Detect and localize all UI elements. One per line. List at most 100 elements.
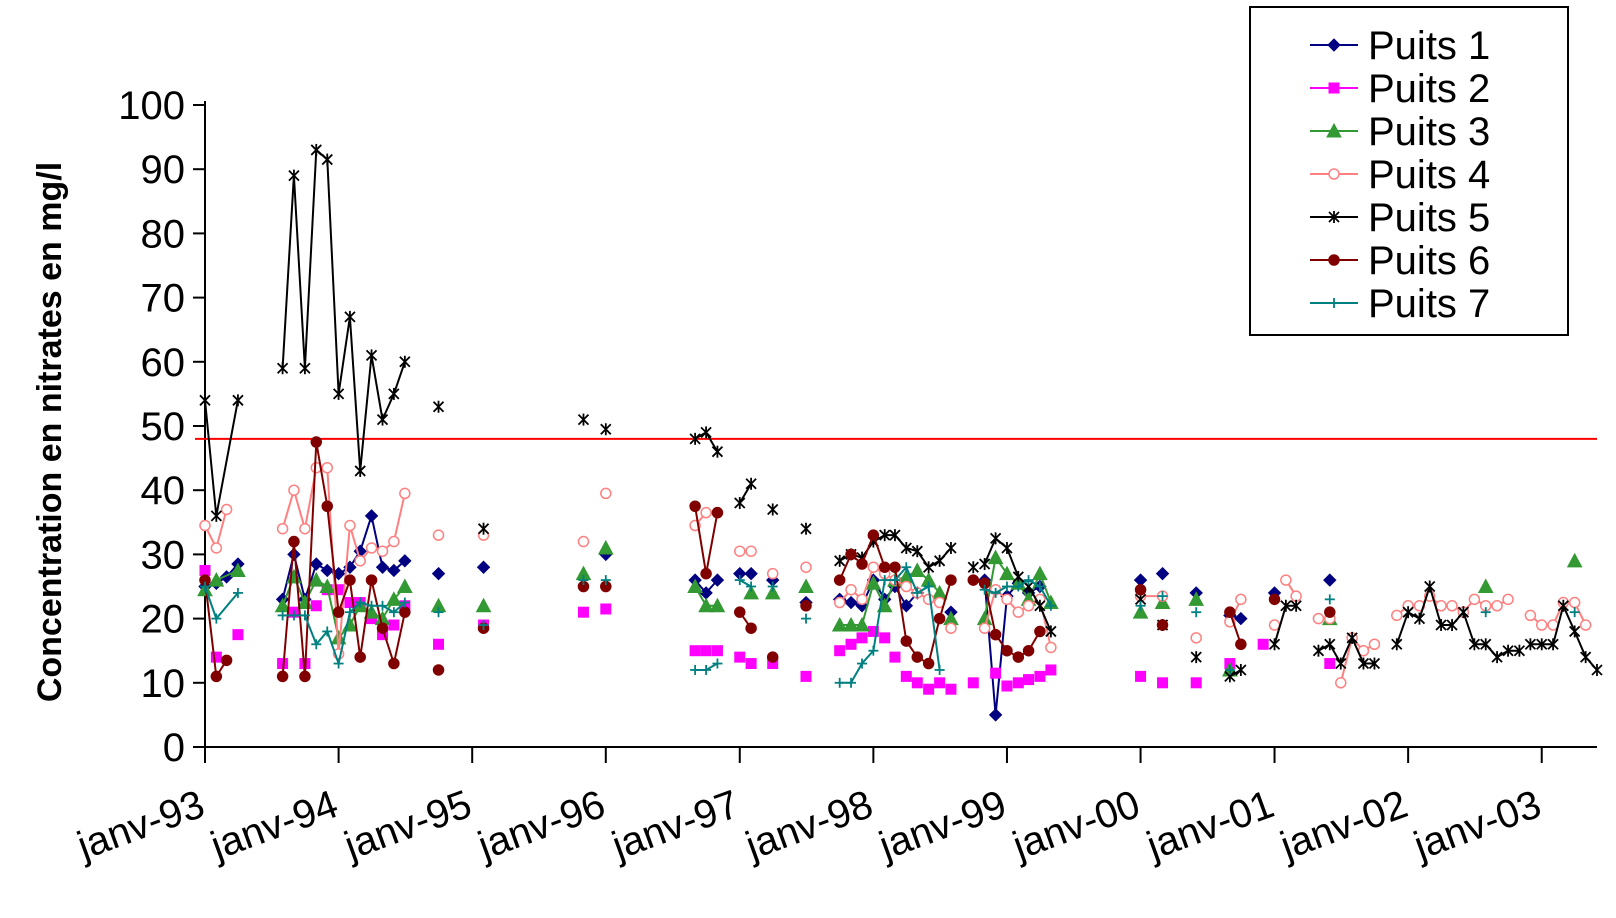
data-point-puits-5: [889, 529, 901, 542]
data-point-puits-5: [700, 426, 712, 439]
data-point-puits-5: [432, 400, 445, 413]
data-point-puits-5: [1235, 663, 1247, 676]
data-point-puits-1: [375, 560, 390, 574]
data-point-puits-5: [1268, 638, 1281, 651]
data-point-puits-6: [700, 567, 712, 580]
data-point-puits-6: [310, 436, 323, 448]
data-point-puits-7: [399, 597, 410, 608]
data-point-puits-5: [1569, 625, 1581, 638]
data-point-puits-2: [310, 600, 322, 612]
data-point-puits-7: [767, 581, 778, 592]
data-point-puits-7: [388, 607, 399, 618]
data-point-puits-4: [1446, 600, 1458, 612]
x-tick-label: janv-95: [338, 782, 477, 869]
data-point-puits-7: [990, 587, 1001, 598]
data-point-puits-5: [276, 362, 289, 375]
data-point-puits-3: [709, 597, 726, 613]
legend-item-puits-5: Puits 5: [1310, 196, 1490, 240]
data-point-puits-4: [700, 506, 712, 519]
data-point-puits-1: [988, 708, 1003, 722]
data-point-puits-7: [712, 658, 723, 669]
data-point-puits-6: [1156, 619, 1169, 631]
data-point-puits-1: [844, 595, 858, 610]
data-point-puits-1: [476, 560, 491, 574]
data-point-puits-4: [577, 535, 590, 548]
data-point-puits-4: [432, 529, 445, 541]
data-point-puits-3: [597, 539, 614, 555]
series-line-puits-6: [281, 441, 406, 677]
data-point-puits-5: [299, 362, 311, 375]
data-point-puits-7: [600, 575, 611, 586]
data-point-puits-5: [689, 432, 701, 445]
data-point-puits-1: [1323, 573, 1337, 587]
data-point-puits-4: [845, 583, 857, 596]
legend-marker: [1328, 254, 1340, 266]
series-puits-7: [200, 562, 1580, 688]
data-point-puits-5: [1391, 638, 1403, 651]
data-point-puits-5: [232, 394, 244, 407]
data-point-puits-3: [999, 565, 1015, 581]
data-point-puits-7: [1191, 607, 1202, 618]
data-point-puits-7: [846, 677, 857, 688]
data-point-puits-5: [600, 423, 612, 436]
data-point-puits-5: [1480, 638, 1492, 651]
data-point-puits-2: [433, 638, 445, 650]
y-tick-label: 30: [141, 533, 186, 577]
data-point-puits-7: [366, 600, 377, 611]
legend-label: Puits 2: [1368, 67, 1490, 111]
data-point-puits-7: [868, 645, 879, 656]
data-point-puits-4: [734, 545, 746, 557]
legend-label: Puits 5: [1368, 196, 1490, 240]
data-point-puits-7: [211, 613, 222, 624]
data-point-puits-5: [1402, 606, 1414, 619]
data-point-puits-4: [376, 545, 389, 557]
data-point-puits-2: [1135, 670, 1147, 682]
data-point-puits-6: [376, 622, 389, 634]
series-line-puits-5: [738, 483, 752, 504]
data-point-puits-6: [711, 506, 724, 519]
data-point-puits-2: [834, 645, 846, 657]
data-point-puits-6: [734, 606, 746, 618]
data-point-puits-6: [1001, 644, 1013, 657]
data-point-puits-3: [1566, 552, 1583, 568]
data-point-puits-4: [1045, 641, 1057, 654]
series-line-puits-4: [1339, 635, 1376, 684]
legend-label: Puits 3: [1368, 110, 1490, 154]
data-point-puits-1: [431, 566, 446, 581]
data-point-puits-4: [900, 580, 913, 593]
data-point-puits-4: [344, 519, 356, 532]
data-point-puits-1: [1234, 611, 1248, 626]
data-point-puits-1: [1155, 566, 1170, 581]
data-point-puits-5: [1491, 651, 1503, 664]
data-point-puits-4: [1391, 609, 1403, 622]
data-point-puits-3: [1477, 578, 1494, 593]
data-point-puits-6: [933, 612, 946, 625]
data-point-puits-5: [1502, 644, 1514, 657]
data-point-puits-7: [923, 581, 934, 592]
data-point-puits-3: [1132, 604, 1149, 619]
data-point-puits-7: [979, 584, 990, 595]
data-point-puits-2: [600, 603, 612, 615]
data-point-puits-7: [834, 677, 845, 688]
data-point-puits-4: [1312, 612, 1325, 625]
data-point-puits-2: [1012, 677, 1024, 689]
data-point-puits-7: [801, 613, 812, 624]
data-point-puits-5: [879, 529, 891, 542]
data-point-puits-2: [1045, 664, 1057, 676]
data-point-puits-5: [1346, 631, 1358, 644]
series-line-puits-7: [839, 565, 941, 684]
data-point-puits-4: [1235, 593, 1247, 606]
data-point-puits-2: [923, 683, 935, 695]
data-point-puits-2: [934, 677, 946, 689]
data-point-puits-6: [745, 622, 757, 634]
data-point-puits-2: [967, 677, 979, 689]
data-point-puits-2: [900, 670, 912, 682]
data-point-puits-5: [800, 522, 812, 535]
data-point-puits-5: [1457, 606, 1470, 619]
data-point-puits-6: [220, 654, 233, 667]
y-tick-label: 40: [141, 469, 186, 513]
data-point-puits-3: [319, 578, 336, 593]
data-point-puits-2: [856, 632, 868, 644]
data-point-puits-2: [1257, 638, 1269, 650]
data-point-puits-5: [933, 554, 946, 567]
